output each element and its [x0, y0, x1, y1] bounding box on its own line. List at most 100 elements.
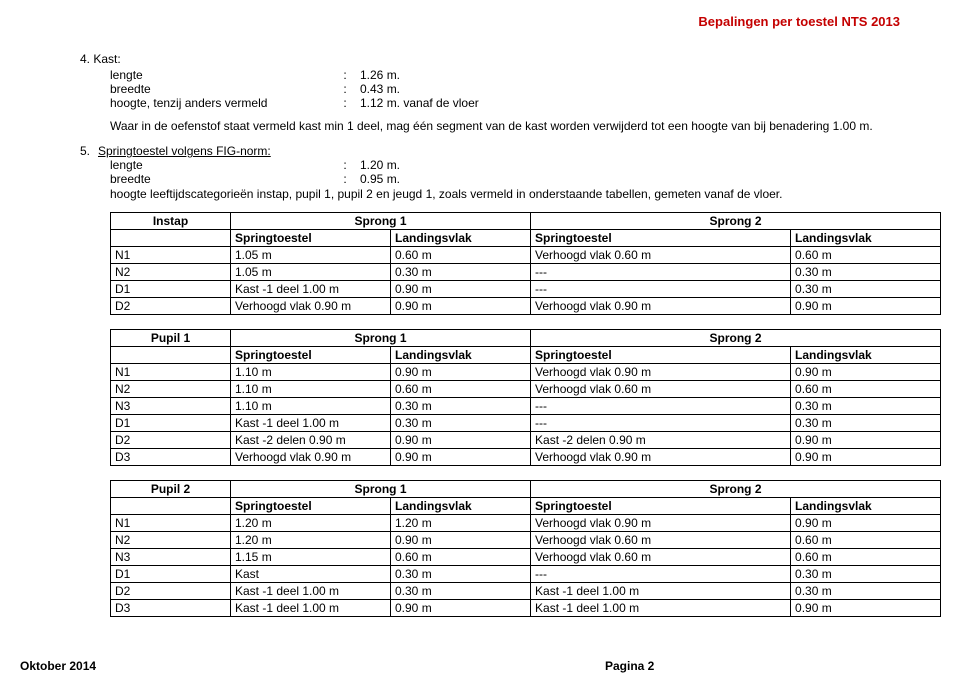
table-cell: 0.90 m	[391, 449, 531, 466]
table-cell: 1.20 m	[231, 515, 391, 532]
table-cell: 0.90 m	[791, 298, 941, 315]
spec-value: 1.26 m.	[360, 68, 400, 82]
col-header: Springtoestel	[231, 498, 391, 515]
table-row: D3Kast -1 deel 1.00 m0.90 mKast -1 deel …	[111, 600, 941, 617]
header-title: Bepalingen per toestel NTS 2013	[698, 14, 900, 29]
table-row: N21.10 m0.60 mVerhoogd vlak 0.60 m0.60 m	[111, 381, 941, 398]
table-cell: N3	[111, 549, 231, 566]
table-cell: ---	[531, 415, 791, 432]
table-cell: 0.90 m	[791, 515, 941, 532]
col-header: Landingsvlak	[391, 347, 531, 364]
table-cell: ---	[531, 264, 791, 281]
data-table: Pupil 2Sprong 1Sprong 2SpringtoestelLand…	[110, 480, 941, 617]
table-cell: 1.05 m	[231, 264, 391, 281]
table-row: D3Verhoogd vlak 0.90 m0.90 mVerhoogd vla…	[111, 449, 941, 466]
section-5-note: hoogte leeftijdscategorieën instap, pupi…	[110, 186, 900, 202]
table-cell	[111, 347, 231, 364]
data-table: Pupil 1Sprong 1Sprong 2SpringtoestelLand…	[110, 329, 941, 466]
section-5-num: 5.	[80, 144, 98, 158]
table-cell: 0.90 m	[391, 364, 531, 381]
table-cell: Kast -1 deel 1.00 m	[231, 583, 391, 600]
table-row: N21.05 m0.30 m---0.30 m	[111, 264, 941, 281]
table-cell: N1	[111, 515, 231, 532]
spec-row: breedte:0.95 m.	[110, 172, 900, 186]
footer-page: Pagina 2	[315, 659, 900, 673]
table-cell: Verhoogd vlak 0.60 m	[531, 247, 791, 264]
col-header: Springtoestel	[531, 230, 791, 247]
table-cell: Verhoogd vlak 0.90 m	[231, 449, 391, 466]
table-cell: Verhoogd vlak 0.90 m	[531, 515, 791, 532]
table-cell: 0.60 m	[791, 381, 941, 398]
table-cell: 1.20 m	[231, 532, 391, 549]
table-cell: D1	[111, 415, 231, 432]
table-cell	[111, 230, 231, 247]
table-row: D1Kast -1 deel 1.00 m0.90 m---0.30 m	[111, 281, 941, 298]
table-cell: 1.20 m	[391, 515, 531, 532]
table-cell: 0.30 m	[391, 264, 531, 281]
table-cell: 0.60 m	[391, 381, 531, 398]
table-cell: 0.30 m	[791, 264, 941, 281]
table-cell: Kast -1 deel 1.00 m	[531, 600, 791, 617]
table-cell: 0.30 m	[791, 398, 941, 415]
spec-row: lengte:1.20 m.	[110, 158, 900, 172]
table-cell: N2	[111, 381, 231, 398]
col-header: Landingsvlak	[791, 347, 941, 364]
section-4-title: 4. Kast:	[80, 52, 900, 66]
table-cell: N1	[111, 364, 231, 381]
table-cell: 0.90 m	[791, 432, 941, 449]
table-cell: N2	[111, 264, 231, 281]
table-cell: N2	[111, 532, 231, 549]
table-cell: 0.30 m	[791, 566, 941, 583]
table-cell: 0.30 m	[791, 281, 941, 298]
col-sprong1: Sprong 1	[231, 330, 531, 347]
spec-colon: :	[330, 96, 360, 110]
table-row: D2Kast -1 deel 1.00 m0.30 mKast -1 deel …	[111, 583, 941, 600]
col-sprong1: Sprong 1	[231, 213, 531, 230]
table-cell: Verhoogd vlak 0.90 m	[531, 449, 791, 466]
spec-colon: :	[330, 172, 360, 186]
col-header: Springtoestel	[531, 498, 791, 515]
table-group-title: Instap	[111, 213, 231, 230]
table-cell: 0.90 m	[391, 532, 531, 549]
table-cell: 0.30 m	[391, 398, 531, 415]
table-row: N11.20 m1.20 mVerhoogd vlak 0.90 m0.90 m	[111, 515, 941, 532]
table-cell: ---	[531, 566, 791, 583]
table-cell: Verhoogd vlak 0.90 m	[531, 298, 791, 315]
table-cell: D1	[111, 566, 231, 583]
table-cell: Kast -1 deel 1.00 m	[231, 600, 391, 617]
table-cell: ---	[531, 398, 791, 415]
table-cell: Kast -1 deel 1.00 m	[231, 281, 391, 298]
table-cell: D2	[111, 298, 231, 315]
col-sprong2: Sprong 2	[531, 213, 941, 230]
section-4-para: Waar in de oefenstof staat vermeld kast …	[110, 118, 900, 134]
table-cell: N3	[111, 398, 231, 415]
table-cell: 1.10 m	[231, 398, 391, 415]
table-cell: Kast -1 deel 1.00 m	[531, 583, 791, 600]
spec-value: 0.95 m.	[360, 172, 400, 186]
table-row: D2Kast -2 delen 0.90 m0.90 mKast -2 dele…	[111, 432, 941, 449]
table-cell: 1.10 m	[231, 364, 391, 381]
spec-label: hoogte, tenzij anders vermeld	[110, 96, 330, 110]
table-cell: 1.10 m	[231, 381, 391, 398]
table-cell: N1	[111, 247, 231, 264]
table-cell: Kast	[231, 566, 391, 583]
spec-colon: :	[330, 82, 360, 96]
spec-value: 1.12 m. vanaf de vloer	[360, 96, 479, 110]
section-5-title: Springtoestel volgens FIG-norm:	[98, 144, 271, 158]
footer-left: Oktober 2014	[20, 659, 315, 673]
table-cell: 0.90 m	[391, 432, 531, 449]
table-cell: 0.60 m	[791, 549, 941, 566]
table-cell: ---	[531, 281, 791, 298]
table-cell: 0.30 m	[791, 415, 941, 432]
col-header: Landingsvlak	[791, 230, 941, 247]
col-header: Landingsvlak	[791, 498, 941, 515]
spec-value: 0.43 m.	[360, 82, 400, 96]
spec-label: breedte	[110, 172, 330, 186]
table-cell: 0.60 m	[391, 247, 531, 264]
spec-row: hoogte, tenzij anders vermeld:1.12 m. va…	[110, 96, 900, 110]
table-cell: Verhoogd vlak 0.90 m	[231, 298, 391, 315]
col-header: Springtoestel	[531, 347, 791, 364]
table-cell: D2	[111, 583, 231, 600]
table-row: N31.10 m0.30 m---0.30 m	[111, 398, 941, 415]
col-sprong2: Sprong 2	[531, 481, 941, 498]
